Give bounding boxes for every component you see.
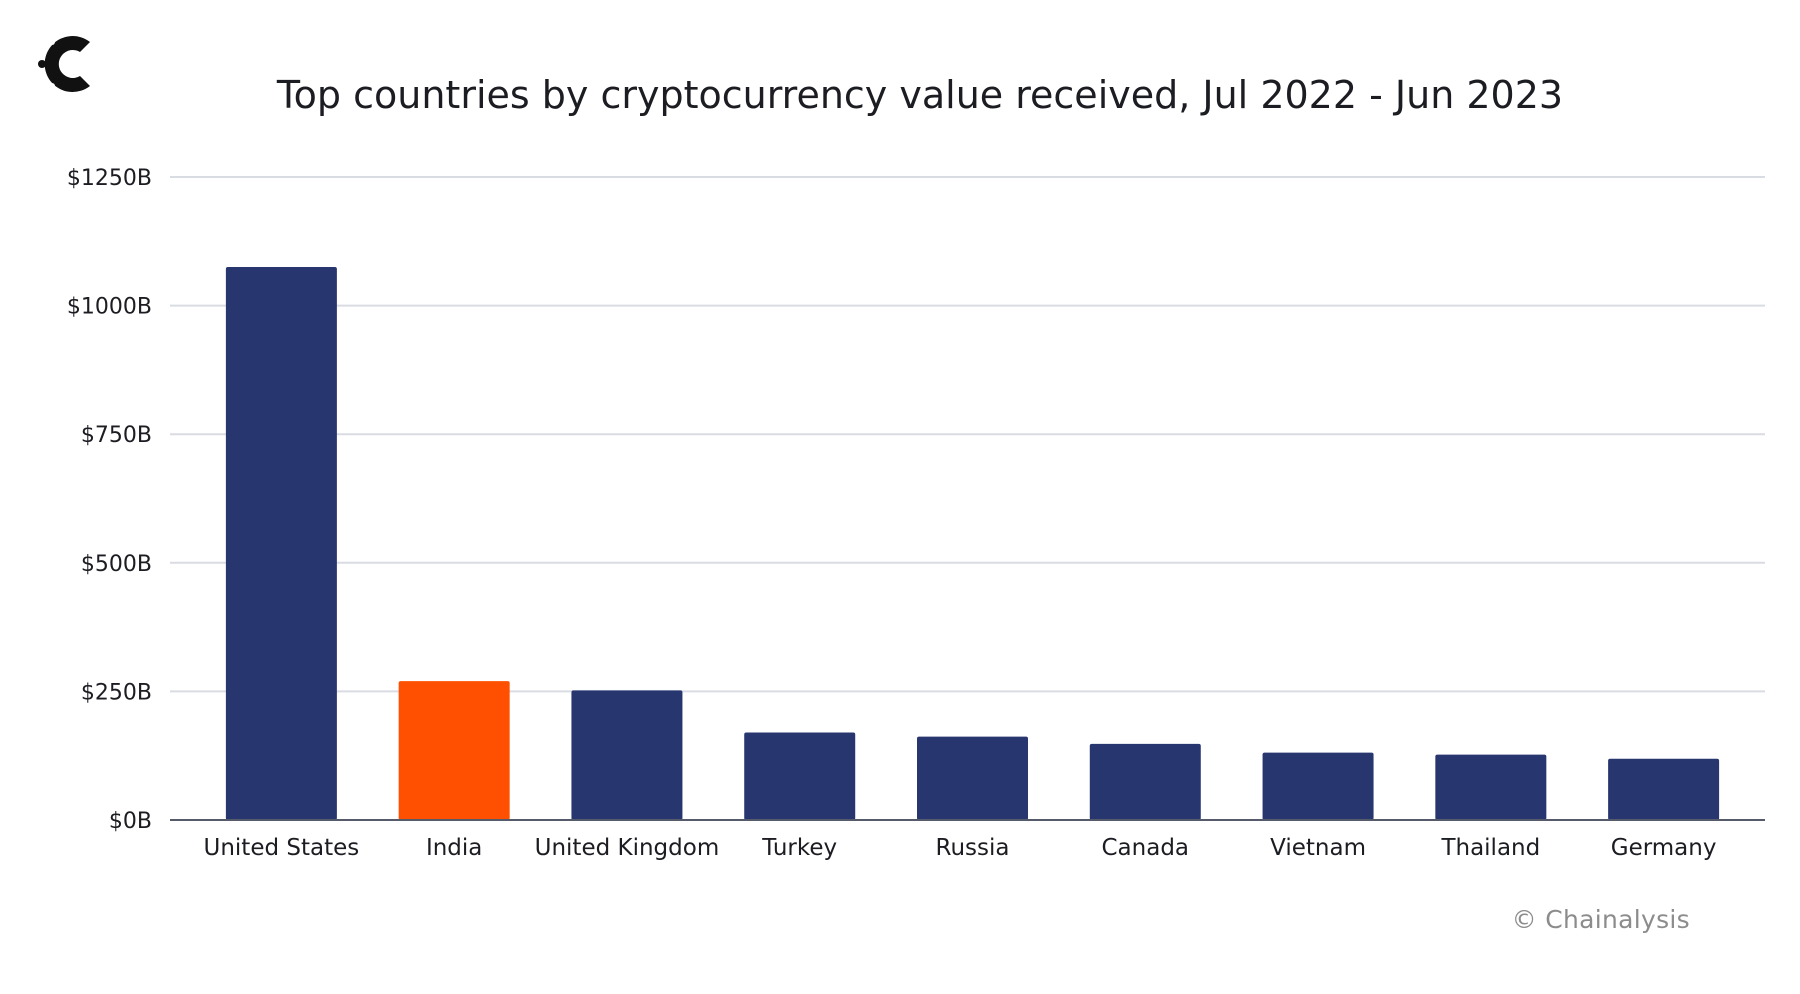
bar-thailand bbox=[1435, 754, 1547, 820]
x-tick-label: Canada bbox=[1102, 835, 1190, 861]
x-tick-label: Turkey bbox=[761, 835, 837, 861]
bar-united-kingdom bbox=[571, 690, 683, 820]
y-tick-label: $0B bbox=[109, 809, 152, 834]
watermark: © Chainalysis bbox=[1511, 905, 1690, 934]
bar-vietnam bbox=[1262, 752, 1374, 820]
chart-title: Top countries by cryptocurrency value re… bbox=[276, 73, 1563, 117]
chainalysis-logo-icon bbox=[38, 36, 90, 93]
y-tick-label: $250B bbox=[81, 680, 152, 705]
x-tick-label: Vietnam bbox=[1270, 835, 1366, 861]
x-tick-label: India bbox=[426, 835, 482, 861]
x-tick-label: United States bbox=[204, 835, 360, 861]
y-tick-label: $500B bbox=[81, 552, 152, 577]
y-tick-label: $1250B bbox=[67, 166, 152, 191]
x-tick-label: United Kingdom bbox=[535, 835, 720, 861]
bar-canada bbox=[1089, 743, 1201, 820]
x-tick-label: Germany bbox=[1611, 835, 1717, 861]
y-tick-label: $1000B bbox=[67, 295, 152, 320]
x-tick-label: Russia bbox=[936, 835, 1010, 861]
bar-india bbox=[398, 681, 510, 820]
x-tick-label: Thailand bbox=[1440, 835, 1540, 861]
bar-germany bbox=[1608, 758, 1720, 820]
y-tick-label: $750B bbox=[81, 423, 152, 448]
bar-united-states bbox=[225, 267, 337, 820]
bar-russia bbox=[917, 736, 1028, 820]
bar-turkey bbox=[744, 732, 856, 820]
